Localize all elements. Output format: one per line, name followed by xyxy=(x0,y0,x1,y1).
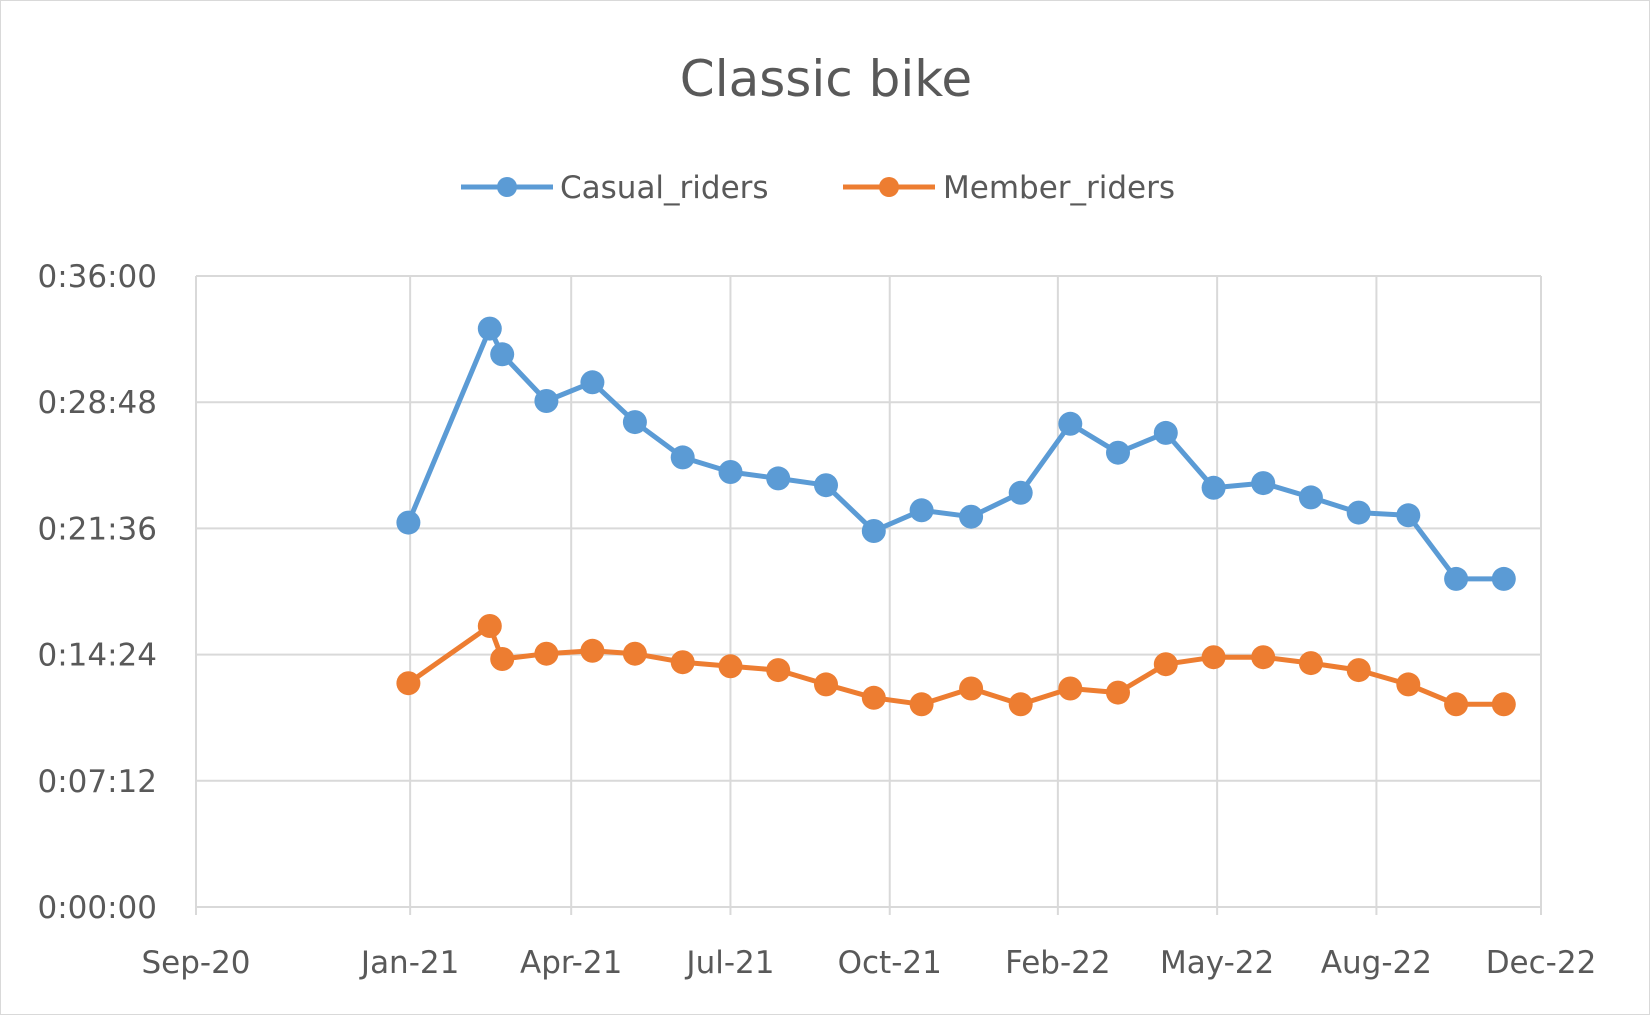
data-point-member-riders xyxy=(861,685,886,710)
data-point-casual-riders xyxy=(477,316,502,341)
x-tick-label: Feb-22 xyxy=(1005,945,1111,981)
data-point-casual-riders xyxy=(1346,500,1371,525)
data-point-casual-riders xyxy=(1153,420,1178,445)
data-point-casual-riders xyxy=(580,370,605,395)
x-tick-label: Dec-22 xyxy=(1486,945,1597,981)
x-tick-label: Oct-21 xyxy=(838,945,942,981)
series-line-casual-riders xyxy=(406,326,1504,582)
data-point-member-riders xyxy=(1251,645,1276,670)
x-tick-label: Apr-21 xyxy=(520,945,622,981)
data-point-casual-riders xyxy=(1251,471,1276,496)
data-point-casual-riders xyxy=(1396,503,1421,528)
x-tick-label: Aug-22 xyxy=(1321,945,1432,981)
legend-marker-casual xyxy=(497,177,517,197)
data-point-casual-riders xyxy=(1201,475,1226,500)
data-point-casual-riders xyxy=(670,445,695,470)
data-point-casual-riders xyxy=(622,410,647,435)
data-point-member-riders xyxy=(396,671,421,696)
x-tick-label: Jul-21 xyxy=(684,945,774,981)
data-point-member-riders xyxy=(1298,651,1323,676)
y-tick-label: 0:36:00 xyxy=(37,259,157,295)
data-point-member-riders xyxy=(534,641,559,666)
data-point-casual-riders xyxy=(1491,566,1516,591)
y-tick-label: 0:00:00 xyxy=(37,890,157,926)
data-point-member-riders xyxy=(959,676,984,701)
x-tick-label: Jan-21 xyxy=(359,945,459,981)
data-point-member-riders xyxy=(1008,692,1033,717)
data-point-member-riders xyxy=(1396,672,1421,697)
chart-title: Classic bike xyxy=(680,50,972,108)
data-point-member-riders xyxy=(1491,692,1516,717)
axes xyxy=(195,276,1542,915)
legend-item-casual: Casual_riders xyxy=(461,170,769,206)
data-point-casual-riders xyxy=(959,504,984,529)
data-point-casual-riders xyxy=(1106,440,1130,465)
data-point-member-riders xyxy=(1201,645,1226,670)
tick-labels: 0:00:00 0:07:12 0:14:24 0:21:36 0:28:48 0:36:… xyxy=(37,259,1596,981)
x-tick-label: May-22 xyxy=(1160,945,1274,981)
legend-item-member: Member_riders xyxy=(843,170,1175,206)
data-point-casual-riders xyxy=(1008,480,1033,505)
data-point-casual-riders xyxy=(718,460,743,484)
data-point-casual-riders xyxy=(1058,411,1083,436)
data-point-member-riders xyxy=(718,654,743,679)
data-point-member-riders xyxy=(1153,652,1178,677)
data-point-member-riders xyxy=(766,658,791,683)
data-point-casual-riders xyxy=(490,342,515,367)
data-point-member-riders xyxy=(1444,692,1469,717)
x-tick-label: Sep-20 xyxy=(141,945,250,981)
data-point-member-riders xyxy=(477,614,502,638)
legend-marker-member xyxy=(879,177,899,197)
data-point-casual-riders xyxy=(396,510,421,535)
y-tick-label: 0:28:48 xyxy=(37,385,157,421)
data-point-member-riders xyxy=(814,672,838,697)
data-point-member-riders xyxy=(580,638,605,663)
data-point-member-riders xyxy=(1106,680,1130,705)
data-point-casual-riders xyxy=(766,466,791,491)
data-point-casual-riders xyxy=(1444,566,1469,591)
data-point-casual-riders xyxy=(861,519,886,543)
data-point-casual-riders xyxy=(534,389,559,413)
legend-label-member: Member_riders xyxy=(943,170,1175,206)
legend: Casual_riders Member_riders xyxy=(461,170,1175,206)
y-tick-label: 0:07:12 xyxy=(37,764,157,800)
data-point-member-riders xyxy=(490,647,515,671)
data-point-casual-riders xyxy=(814,473,838,498)
gridlines xyxy=(196,275,1542,907)
series-line-member-riders xyxy=(406,623,1504,707)
data-point-casual-riders xyxy=(909,498,934,523)
y-tick-label: 0:14:24 xyxy=(37,638,157,674)
data-point-casual-riders xyxy=(1298,485,1323,510)
data-point-member-riders xyxy=(622,641,647,666)
data-point-member-riders xyxy=(670,650,695,675)
data-point-member-riders xyxy=(1058,676,1083,701)
data-point-member-riders xyxy=(909,692,934,717)
legend-label-casual: Casual_riders xyxy=(560,170,769,206)
data-point-member-riders xyxy=(1346,658,1371,683)
series xyxy=(396,316,1516,717)
y-tick-label: 0:21:36 xyxy=(37,511,157,547)
